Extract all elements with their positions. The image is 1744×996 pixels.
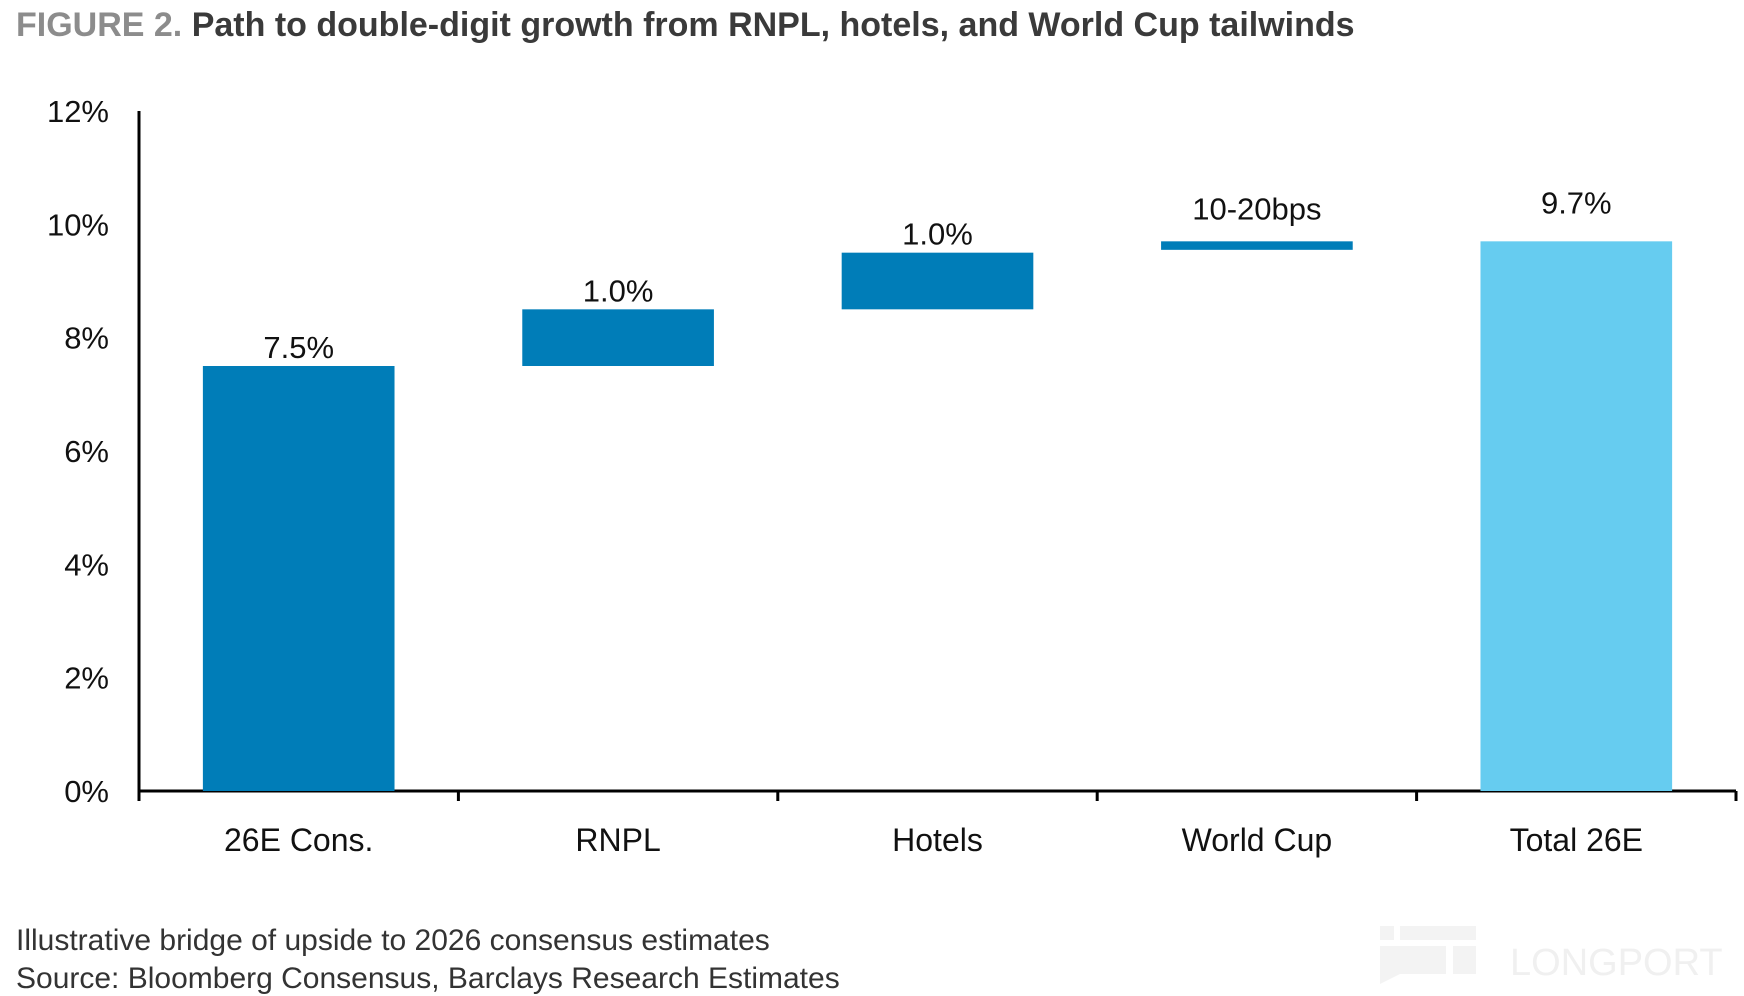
x-tick-label: RNPL <box>575 822 660 858</box>
bar-hotels <box>841 252 1034 310</box>
x-tick-label: 26E Cons. <box>224 822 373 858</box>
figure-label: FIGURE 2. <box>16 6 183 44</box>
y-tick-label: 6% <box>64 434 109 469</box>
y-tick-label: 12% <box>47 94 109 129</box>
data-label: 7.5% <box>263 330 334 365</box>
y-tick-label: 0% <box>64 774 109 809</box>
source-note: Source: Bloomberg Consensus, Barclays Re… <box>16 962 840 995</box>
y-tick-label: 8% <box>64 321 109 356</box>
data-label: 9.7% <box>1541 185 1612 220</box>
chart-title: FIGURE 2. Path to double-digit growth fr… <box>16 6 1355 45</box>
bar-total-26e <box>1480 241 1673 792</box>
svg-text:LONGPORT: LONGPORT <box>1510 942 1723 984</box>
x-tick-label: Hotels <box>892 822 983 858</box>
bar-world-cup <box>1161 241 1353 250</box>
y-tick-label: 4% <box>64 547 109 582</box>
title-text: Path to double-digit growth from RNPL, h… <box>191 6 1355 44</box>
y-tick-label: 2% <box>64 661 109 696</box>
longport-watermark: LONGPORT <box>1380 926 1723 984</box>
data-label: 1.0% <box>583 273 654 308</box>
data-label: 1.0% <box>902 217 973 252</box>
y-tick-label: 10% <box>47 207 109 242</box>
data-label: 10-20bps <box>1192 191 1321 226</box>
footnote: Illustrative bridge of upside to 2026 co… <box>16 924 770 957</box>
bar-rnpl <box>522 309 714 366</box>
bar-26e-cons- <box>202 366 395 791</box>
x-tick-label: Total 26E <box>1510 822 1643 858</box>
x-tick-label: World Cup <box>1182 822 1333 858</box>
waterfall-chart: 0% 2% 4% 6% 8% 10% 12% 7.5% 26E Cons. 1.0% RNPL 1.0… <box>47 94 1738 858</box>
